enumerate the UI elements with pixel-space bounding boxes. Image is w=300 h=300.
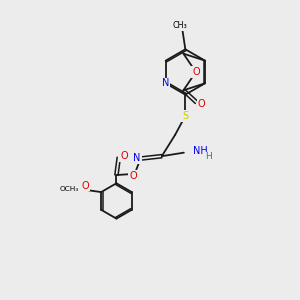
Text: CH₃: CH₃ — [172, 21, 187, 30]
Text: O: O — [198, 99, 206, 109]
Text: O: O — [192, 67, 200, 77]
Text: O: O — [129, 171, 137, 181]
Text: O: O — [81, 181, 89, 190]
Text: N: N — [134, 153, 141, 163]
Text: OCH₃: OCH₃ — [60, 186, 79, 192]
Text: H: H — [205, 152, 212, 161]
Text: NH: NH — [193, 146, 207, 156]
Text: S: S — [182, 111, 188, 121]
Text: O: O — [120, 151, 128, 161]
Text: N: N — [162, 78, 169, 88]
